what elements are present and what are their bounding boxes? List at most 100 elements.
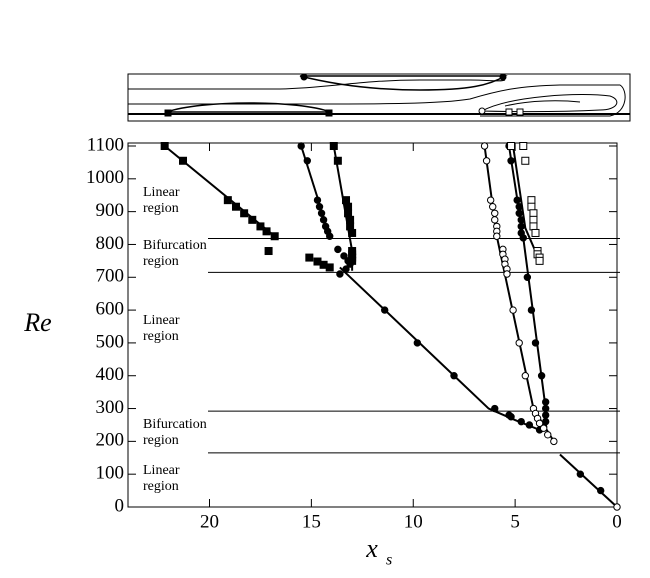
marker-circle xyxy=(517,417,525,426)
marker-circle xyxy=(381,306,389,314)
marker-square xyxy=(325,263,334,272)
marker-square xyxy=(179,156,188,165)
marker-square xyxy=(240,209,249,218)
y-tick-label: 400 xyxy=(96,364,125,385)
marker-circle xyxy=(531,339,540,347)
marker-circle xyxy=(541,404,550,413)
y-tick-label: 100 xyxy=(96,463,125,484)
region-label: Linear xyxy=(143,463,180,478)
marker-square xyxy=(223,196,232,205)
marker-circle xyxy=(541,398,550,406)
marker-circle xyxy=(509,306,517,314)
y-axis-label: Re xyxy=(23,308,51,337)
marker-square xyxy=(342,196,351,205)
marker-circle xyxy=(346,260,354,268)
marker-circle xyxy=(517,222,525,231)
marker-square xyxy=(248,215,257,224)
x-tick-label: 20 xyxy=(200,511,219,532)
marker-circle xyxy=(342,265,350,273)
marker-circle xyxy=(319,216,328,224)
y-tick-label: 300 xyxy=(96,397,125,418)
marker-square xyxy=(521,156,530,165)
marker-circle xyxy=(539,424,548,432)
y-tick-label: 900 xyxy=(96,200,125,221)
marker-circle xyxy=(507,157,515,165)
marker-circle xyxy=(527,306,536,314)
marker-square xyxy=(264,247,273,256)
region-label: Bifurcation xyxy=(143,417,207,432)
marker-circle xyxy=(326,232,334,240)
marker-square xyxy=(160,142,169,150)
marker-circle xyxy=(450,372,458,380)
marker-circle xyxy=(334,245,342,254)
marker-square xyxy=(344,209,353,218)
marker-square xyxy=(529,209,538,218)
marker-circle xyxy=(336,270,344,278)
y-tick-label: 1000 xyxy=(86,167,124,188)
marker-circle xyxy=(303,157,311,165)
marker-square xyxy=(527,202,536,211)
marker-square xyxy=(344,202,353,211)
marker-square xyxy=(256,222,265,231)
region-label: Linear xyxy=(143,313,180,328)
y-tick-label: 600 xyxy=(96,298,125,319)
marker-circle xyxy=(313,196,322,204)
marker-circle xyxy=(544,431,552,439)
x-tick-label: 10 xyxy=(404,511,423,532)
marker-circle xyxy=(537,372,546,380)
x-tick-label: 15 xyxy=(302,511,321,532)
marker-circle xyxy=(550,437,558,446)
region-label: region xyxy=(143,329,179,344)
fit-line xyxy=(559,453,618,508)
plot-frame xyxy=(127,142,618,508)
marker-square xyxy=(531,228,540,237)
marker-circle xyxy=(491,216,499,224)
marker-square xyxy=(305,253,314,262)
marker-circle xyxy=(486,196,495,204)
marker-square xyxy=(329,142,338,150)
marker-square xyxy=(333,156,342,165)
marker-circle xyxy=(523,273,532,281)
marker-square xyxy=(262,227,271,236)
marker-circle xyxy=(491,209,499,217)
marker-square xyxy=(519,142,528,150)
marker-square xyxy=(527,196,536,205)
marker-square xyxy=(346,222,355,231)
marker-circle xyxy=(507,413,515,421)
marker-circle xyxy=(525,421,534,429)
marker-square xyxy=(231,202,240,211)
region-label: region xyxy=(143,254,179,269)
x-axis-label: x xyxy=(365,534,378,563)
marker-circle xyxy=(521,372,530,380)
marker-circle xyxy=(519,234,527,242)
marker-square xyxy=(348,228,357,237)
marker-circle xyxy=(340,252,348,260)
y-tick-label: 800 xyxy=(96,233,125,254)
marker-circle xyxy=(480,142,489,150)
marker-circle xyxy=(597,486,605,495)
marker-circle xyxy=(515,203,523,211)
marker-circle xyxy=(317,209,326,217)
marker-circle xyxy=(517,216,525,224)
y-tick-label: 500 xyxy=(96,331,125,352)
marker-circle xyxy=(513,196,521,204)
marker-circle xyxy=(297,142,305,150)
marker-circle xyxy=(515,209,523,217)
marker-circle xyxy=(613,503,621,511)
marker-circle xyxy=(413,339,422,347)
y-tick-label: 1100 xyxy=(87,134,124,155)
marker-circle xyxy=(503,270,511,278)
region-label: region xyxy=(143,201,179,216)
region-label: region xyxy=(143,433,179,448)
marker-square xyxy=(535,256,544,265)
x-tick-label: 5 xyxy=(510,511,520,532)
marker-circle xyxy=(491,404,499,413)
marker-circle xyxy=(535,419,544,428)
y-tick-label: 700 xyxy=(96,266,125,287)
marker-circle xyxy=(482,157,491,165)
region-label: Bifurcation xyxy=(143,238,207,253)
marker-circle xyxy=(315,203,324,211)
channel-inset xyxy=(127,73,631,122)
marker-square xyxy=(529,222,538,231)
